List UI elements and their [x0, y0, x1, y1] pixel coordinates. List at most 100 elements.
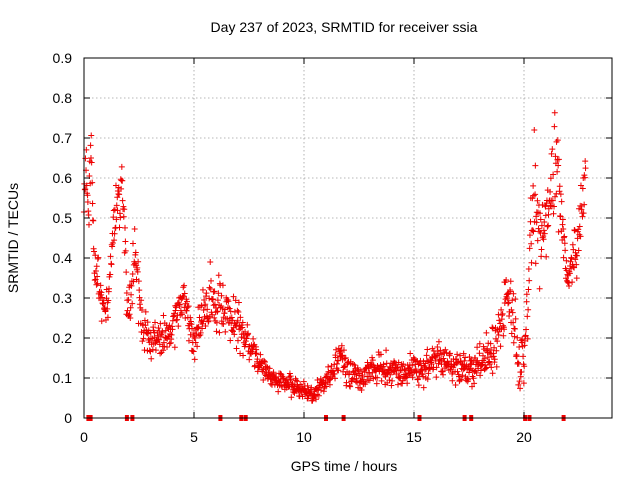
- data-point: [511, 333, 518, 340]
- data-point: [195, 323, 202, 330]
- data-point: [456, 377, 463, 384]
- data-point: [380, 361, 387, 368]
- data-point: [252, 350, 259, 357]
- data-point: [232, 297, 239, 304]
- data-point: [194, 343, 201, 350]
- data-point: [335, 357, 342, 364]
- x-axis-label: GPS time / hours: [291, 458, 398, 474]
- data-point: [523, 291, 530, 298]
- data-point: [499, 310, 506, 317]
- data-point: [285, 383, 292, 390]
- data-point: [493, 363, 500, 370]
- data-point: [374, 374, 381, 381]
- data-point: [581, 201, 588, 208]
- data-point: [582, 158, 589, 165]
- data-point: [501, 326, 508, 333]
- data-point: [489, 370, 496, 377]
- data-point: [234, 307, 241, 314]
- data-point: [192, 334, 199, 341]
- data-point: [512, 315, 519, 322]
- data-point: [136, 287, 143, 294]
- data-point: [166, 340, 173, 347]
- data-point: [580, 210, 587, 217]
- data-point: [495, 311, 502, 318]
- y-tick-label: 0.4: [53, 250, 73, 266]
- data-point: [437, 347, 444, 354]
- y-tick-label: 0.9: [53, 50, 73, 66]
- data-point: [471, 380, 478, 387]
- data-point: [440, 355, 447, 362]
- data-point: [526, 245, 533, 252]
- data-point: [189, 325, 196, 332]
- data-point: [534, 197, 541, 204]
- data-point: [474, 344, 481, 351]
- data-point: [107, 271, 114, 278]
- data-point: [229, 328, 236, 335]
- data-point: [126, 311, 133, 318]
- data-point: [148, 355, 155, 362]
- data-point: [524, 313, 531, 320]
- data-point: [532, 191, 539, 198]
- data-point: [415, 382, 422, 389]
- data-point: [442, 346, 449, 353]
- data-point: [168, 331, 175, 338]
- x-tick-label: 5: [190, 429, 198, 445]
- data-point: [113, 216, 120, 223]
- data-point: [358, 386, 365, 393]
- data-point: [82, 186, 89, 193]
- data-point: [473, 369, 480, 376]
- data-point: [505, 299, 512, 306]
- data-point: [341, 363, 348, 370]
- data-point: [230, 293, 237, 300]
- data-point: [215, 272, 222, 279]
- y-axis-label: SRMTID / TECUs: [5, 183, 21, 293]
- data-point: [457, 352, 464, 359]
- data-point: [211, 314, 218, 321]
- data-point: [181, 282, 188, 289]
- data-point: [545, 211, 552, 218]
- data-point: [524, 335, 531, 342]
- data-point: [206, 295, 213, 302]
- data-point: [353, 379, 360, 386]
- data-point: [215, 290, 222, 297]
- data-point: [93, 263, 100, 270]
- data-point: [421, 366, 428, 373]
- data-point: [94, 273, 101, 280]
- data-point: [213, 305, 220, 312]
- data-point: [538, 222, 545, 229]
- data-point: [141, 347, 148, 354]
- data-point: [340, 364, 347, 371]
- data-point: [190, 348, 197, 355]
- data-points: [80, 109, 589, 404]
- data-point: [157, 320, 164, 327]
- data-point: [497, 343, 504, 350]
- data-point: [582, 165, 589, 172]
- data-point: [145, 330, 152, 337]
- data-point: [443, 349, 450, 356]
- y-tick-label: 0.5: [53, 210, 73, 226]
- data-point: [520, 353, 527, 360]
- data-point: [84, 199, 91, 206]
- data-point: [304, 382, 311, 389]
- data-point: [558, 198, 565, 205]
- data-point: [510, 290, 517, 297]
- data-point: [267, 380, 274, 387]
- data-point: [315, 392, 322, 399]
- data-point: [568, 255, 575, 262]
- data-point: [551, 109, 558, 116]
- data-point: [440, 371, 447, 378]
- data-point: [559, 216, 566, 223]
- data-point: [579, 213, 586, 220]
- data-point: [573, 275, 580, 282]
- data-point: [491, 344, 498, 351]
- data-point: [517, 385, 524, 392]
- data-point: [400, 361, 407, 368]
- data-point: [214, 297, 221, 304]
- data-point: [573, 252, 580, 259]
- x-tick-label: 10: [296, 429, 312, 445]
- data-point: [221, 306, 228, 313]
- data-point: [575, 226, 582, 233]
- data-point: [460, 350, 467, 357]
- data-point: [110, 214, 117, 221]
- data-point: [135, 278, 142, 285]
